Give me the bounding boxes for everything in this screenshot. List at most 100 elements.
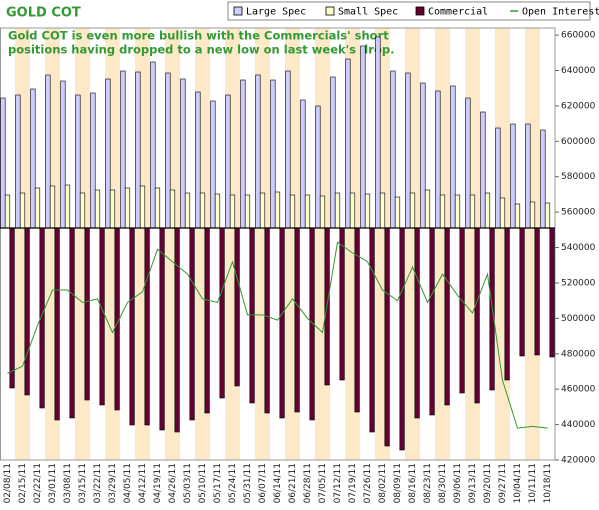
bar bbox=[139, 185, 146, 229]
bar bbox=[189, 227, 195, 421]
x-tick-label: 06/14/11 bbox=[273, 463, 283, 503]
bar bbox=[289, 194, 296, 229]
bar bbox=[124, 187, 131, 229]
bar bbox=[484, 192, 491, 229]
x-tick-label: 02/22/11 bbox=[33, 463, 43, 503]
bar bbox=[279, 227, 285, 419]
x-tick-label: 05/31/11 bbox=[243, 463, 253, 503]
bar bbox=[210, 100, 216, 229]
y2-tick-label: 640000 bbox=[561, 66, 596, 76]
bar bbox=[105, 78, 111, 229]
bar bbox=[99, 227, 105, 406]
bar bbox=[150, 61, 156, 229]
bar bbox=[165, 72, 171, 229]
bar bbox=[64, 184, 71, 229]
bar bbox=[174, 227, 180, 433]
x-tick-label: 06/28/11 bbox=[303, 463, 313, 503]
x-tick-label: 05/24/11 bbox=[228, 463, 238, 503]
bar bbox=[394, 196, 401, 229]
x-tick-label: 04/12/11 bbox=[138, 463, 148, 503]
bar bbox=[540, 129, 546, 229]
bar bbox=[409, 192, 416, 229]
bar bbox=[330, 76, 336, 229]
bar bbox=[69, 227, 75, 419]
bar bbox=[345, 58, 351, 229]
y2-tick-label: 600000 bbox=[561, 137, 596, 147]
y2-tick-label: 440000 bbox=[561, 420, 596, 430]
bar bbox=[444, 227, 450, 406]
bar bbox=[214, 193, 221, 229]
x-tick-label: 04/19/11 bbox=[153, 463, 163, 503]
bar bbox=[379, 192, 386, 229]
annotation: Gold COT is even more bullish with the C… bbox=[8, 29, 389, 43]
bar bbox=[219, 227, 225, 399]
bar bbox=[15, 94, 21, 229]
bar bbox=[159, 227, 165, 431]
y2-tick-label: 420000 bbox=[561, 456, 596, 466]
bar bbox=[459, 227, 465, 394]
x-tick-label: 08/16/11 bbox=[408, 463, 418, 503]
bar bbox=[195, 91, 201, 229]
legend: Large Spec Small Spec Commercial Open Inter… bbox=[227, 1, 599, 21]
bar bbox=[180, 78, 186, 229]
y2-tick-label: 620000 bbox=[561, 101, 596, 111]
bar bbox=[234, 227, 240, 387]
bar bbox=[244, 194, 251, 229]
legend-label: Small Spec bbox=[338, 7, 398, 18]
x-tick-label: 02/15/11 bbox=[18, 463, 28, 503]
bar bbox=[465, 97, 471, 229]
bar bbox=[519, 227, 525, 357]
bar bbox=[30, 88, 36, 229]
y2-tick-label: 540000 bbox=[561, 243, 596, 253]
bar bbox=[450, 85, 456, 229]
bar bbox=[405, 72, 411, 229]
bar bbox=[334, 192, 341, 229]
x-tick-label: 08/30/11 bbox=[438, 463, 448, 503]
x-tick-label: 05/17/11 bbox=[213, 463, 223, 503]
bar bbox=[454, 194, 461, 229]
bar bbox=[60, 80, 66, 229]
bar bbox=[420, 82, 426, 229]
bar bbox=[414, 227, 420, 419]
bar bbox=[424, 189, 431, 229]
bar bbox=[495, 127, 501, 229]
chart-title: GOLD COT bbox=[6, 6, 81, 21]
bar bbox=[384, 227, 390, 447]
bar bbox=[24, 227, 30, 396]
x-tick-label: 09/06/11 bbox=[453, 463, 463, 503]
bar bbox=[529, 201, 536, 229]
x-tick-label: 04/05/11 bbox=[123, 463, 133, 503]
bar bbox=[0, 97, 6, 229]
bar bbox=[204, 227, 210, 414]
bar bbox=[270, 79, 276, 229]
bar bbox=[225, 94, 231, 229]
bar bbox=[184, 192, 191, 229]
x-tick-label: 03/08/11 bbox=[63, 463, 73, 503]
legend-swatch bbox=[325, 6, 335, 16]
bar bbox=[199, 192, 206, 229]
x-tick-label: 03/15/11 bbox=[78, 463, 88, 503]
x-tick-label: 10/04/11 bbox=[513, 463, 523, 503]
bar bbox=[240, 79, 246, 229]
bar bbox=[544, 202, 551, 229]
bar bbox=[549, 227, 555, 358]
legend-label: Open Interest bbox=[522, 7, 599, 18]
bar bbox=[274, 191, 281, 229]
plot-frame bbox=[0, 27, 556, 461]
bar bbox=[34, 187, 41, 229]
bar bbox=[120, 70, 126, 229]
bar bbox=[4, 194, 11, 229]
bar bbox=[249, 227, 255, 404]
x-tick-label: 09/27/11 bbox=[498, 463, 508, 503]
bar bbox=[229, 194, 236, 229]
x-tick-label: 03/22/11 bbox=[93, 463, 103, 503]
bar bbox=[504, 227, 510, 381]
bar bbox=[129, 227, 135, 426]
bar bbox=[514, 203, 521, 229]
legend-swatch bbox=[415, 6, 425, 16]
bar bbox=[474, 227, 480, 404]
x-tick-label: 07/12/11 bbox=[333, 463, 343, 503]
bar bbox=[499, 197, 506, 229]
x-tick-label: 09/20/11 bbox=[483, 463, 493, 503]
